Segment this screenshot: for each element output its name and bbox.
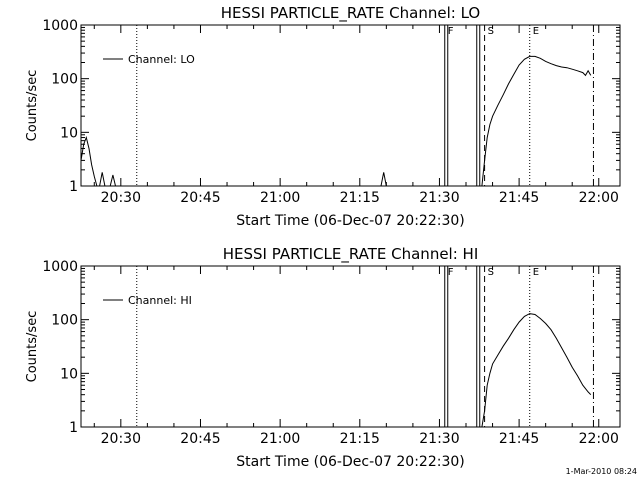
x-tick-label: 21:00	[260, 190, 300, 206]
x-tick-label: 21:45	[499, 431, 539, 447]
y-axis-label: Counts/sec	[25, 311, 40, 383]
chart-title: HESSI PARTICLE_RATE Channel: HI	[223, 245, 479, 264]
x-tick-label: 21:00	[260, 431, 300, 447]
x-tick-label: 21:45	[499, 190, 539, 206]
y-tick-label: 1	[69, 420, 78, 436]
y-tick-label: 10	[60, 125, 78, 141]
legend-label: Channel: LO	[128, 53, 195, 66]
x-tick-label: 20:45	[180, 190, 220, 206]
x-tick-label: 21:15	[340, 190, 380, 206]
y-tick-label: 1000	[42, 259, 78, 275]
marker-label: F	[448, 267, 454, 278]
chart-title: HESSI PARTICLE_RATE Channel: LO	[221, 4, 480, 23]
y-tick-label: 100	[51, 72, 78, 88]
x-tick-label: 22:00	[579, 190, 619, 206]
plot-frame	[80, 24, 621, 187]
y-tick-label: 10	[60, 366, 78, 382]
legend-label: Channel: HI	[128, 294, 192, 307]
marker-label: E	[533, 267, 539, 278]
x-tick-label: 21:15	[340, 431, 380, 447]
chart-panel-1: HESSI PARTICLE_RATE Channel: LO 1 10 100 100…	[25, 4, 621, 229]
y-tick-label: 1000	[42, 18, 78, 34]
series-line	[481, 313, 592, 428]
x-tick-label: 20:30	[101, 190, 141, 206]
x-axis-label: Start Time (06-Dec-07 20:22:30)	[236, 213, 464, 229]
marker-label: S	[488, 26, 494, 37]
x-tick-label: 20:30	[101, 431, 141, 447]
plot-frame	[80, 265, 621, 428]
chart-panel-2: HESSI PARTICLE_RATE Channel: HI 1 10 100 100…	[25, 245, 621, 470]
x-tick-label: 22:00	[579, 431, 619, 447]
x-tick-label: 20:45	[180, 431, 220, 447]
y-tick-label: 1	[69, 179, 78, 195]
footer-timestamp: 1-Mar-2010 08:24	[566, 467, 637, 476]
y-tick-label: 100	[51, 313, 78, 329]
x-tick-label: 21:30	[419, 190, 459, 206]
marker-label: F	[448, 26, 454, 37]
x-axis-label: Start Time (06-Dec-07 20:22:30)	[236, 454, 464, 470]
x-tick-label: 21:30	[419, 431, 459, 447]
y-axis-label: Counts/sec	[25, 70, 40, 142]
marker-label: S	[488, 267, 494, 278]
marker-label: E	[533, 26, 539, 37]
series-line	[80, 55, 592, 187]
